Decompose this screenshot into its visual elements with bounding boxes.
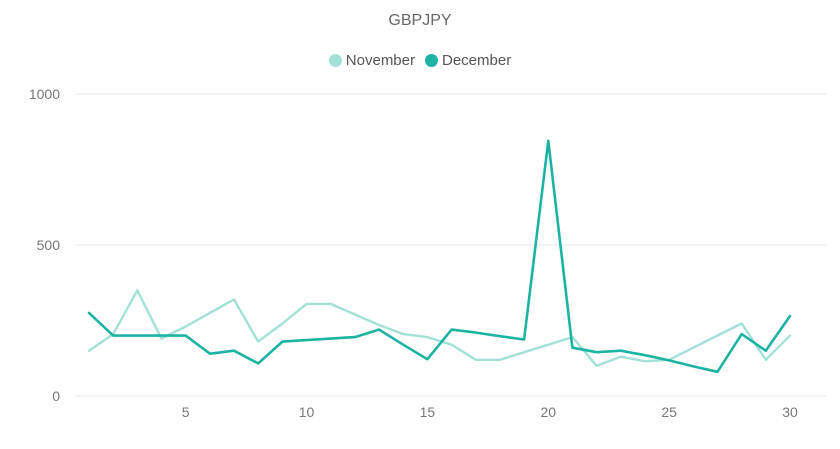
x-tick-label-15: 15	[420, 404, 436, 420]
x-tick-label-25: 25	[661, 404, 677, 420]
series-lines	[87, 139, 792, 374]
legend-marker-december	[425, 54, 438, 67]
chart-title: GBPJPY	[388, 12, 452, 29]
x-tick-label-30: 30	[782, 404, 798, 420]
legend: November December	[0, 52, 840, 69]
y-tick-label-500: 500	[37, 237, 61, 253]
x-tick-label-10: 10	[299, 404, 315, 420]
y-axis-ticks: 0 500 1000	[29, 86, 60, 404]
y-tick-label-1000: 1000	[29, 86, 60, 102]
series-line-december[interactable]	[87, 139, 792, 374]
x-axis-ticks: 5 10 15 20 25 30	[182, 404, 798, 420]
legend-marker-november	[328, 54, 342, 67]
series-line-november[interactable]	[87, 289, 792, 367]
x-tick-label-20: 20	[540, 404, 556, 420]
legend-item-december[interactable]: December	[425, 52, 511, 69]
legend-label-december: December	[442, 52, 512, 69]
gridlines	[75, 93, 826, 397]
legend-item-november[interactable]: November	[328, 52, 415, 69]
legend-label-november: November	[345, 52, 415, 69]
y-tick-label-0: 0	[52, 388, 60, 404]
x-tick-label-5: 5	[182, 404, 190, 420]
